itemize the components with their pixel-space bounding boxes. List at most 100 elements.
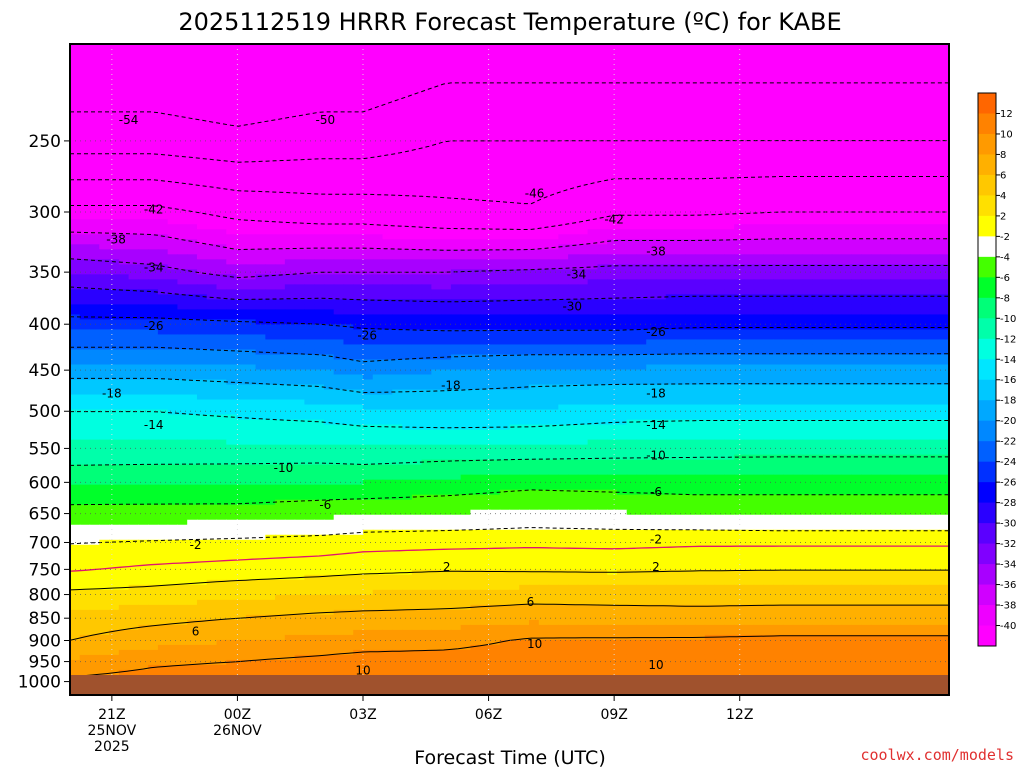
temperature-cell: [890, 49, 901, 55]
temperature-cell: [382, 134, 393, 140]
temperature-cell: [284, 49, 296, 55]
temperature-cell: [460, 99, 472, 105]
temperature-cell: [450, 254, 462, 260]
temperature-cell: [118, 269, 130, 275]
temperature-cell: [870, 269, 882, 275]
temperature-cell: [929, 184, 940, 190]
temperature-cell: [939, 79, 949, 85]
temperature-cell: [900, 174, 911, 180]
temperature-cell: [792, 114, 804, 120]
temperature-cell: [695, 109, 706, 115]
temperature-cell: [323, 224, 335, 230]
temperature-cell: [99, 294, 110, 300]
temperature-cell: [177, 149, 188, 155]
temperature-cell: [196, 254, 208, 260]
temperature-cell: [665, 314, 677, 321]
temperature-cell: [577, 224, 589, 230]
temperature-cell: [79, 89, 91, 95]
temperature-cell: [851, 289, 862, 295]
temperature-cell: [128, 59, 139, 65]
temperature-cell: [519, 174, 530, 180]
temperature-cell: [333, 209, 345, 215]
temperature-cell: [411, 264, 423, 270]
temperature-cell: [499, 74, 511, 80]
temperature-cell: [382, 309, 393, 316]
temperature-cell: [314, 224, 325, 230]
temperature-cell: [870, 139, 882, 145]
temperature-cell: [909, 89, 921, 95]
temperature-cell: [421, 59, 432, 65]
temperature-cell: [558, 289, 569, 295]
temperature-cell: [275, 64, 286, 70]
temperature-cell: [480, 254, 491, 260]
temperature-cell: [851, 209, 862, 215]
temperature-cell: [187, 299, 198, 305]
temperature-cell: [196, 104, 208, 110]
temperature-cell: [392, 109, 403, 115]
temperature-cell: [763, 194, 774, 200]
temperature-cell: [372, 184, 384, 190]
temperature-cell: [89, 299, 100, 305]
temperature-cell: [568, 184, 579, 190]
temperature-cell: [822, 134, 833, 140]
temperature-cell: [929, 219, 940, 225]
temperature-cell: [255, 284, 266, 290]
temperature-cell: [245, 204, 257, 210]
temperature-cell: [236, 89, 247, 95]
temperature-cell: [509, 204, 520, 210]
temperature-cell: [79, 254, 91, 260]
temperature-cell: [714, 114, 725, 120]
temperature-cell: [314, 129, 325, 135]
temperature-cell: [851, 59, 862, 65]
temperature-cell: [372, 84, 384, 90]
temperature-cell: [109, 99, 120, 105]
temperature-cell: [831, 269, 843, 275]
temperature-cell: [304, 49, 315, 55]
temperature-cell: [597, 314, 608, 321]
temperature-cell: [196, 284, 208, 290]
temperature-cell: [743, 234, 755, 240]
temperature-cell: [909, 169, 921, 175]
temperature-cell: [392, 304, 403, 311]
temperature-cell: [519, 49, 530, 55]
temperature-cell: [255, 279, 266, 285]
temperature-cell: [753, 259, 765, 265]
temperature-cell: [441, 124, 452, 130]
temperature-cell: [323, 274, 335, 280]
temperature-cell: [480, 179, 491, 185]
temperature-cell: [685, 164, 696, 170]
temperature-cell: [255, 239, 266, 245]
temperature-cell: [460, 69, 472, 75]
temperature-cell: [939, 289, 949, 295]
temperature-cell: [206, 84, 218, 90]
temperature-cell: [529, 214, 540, 220]
temperature-cell: [782, 109, 794, 115]
temperature-cell: [607, 284, 618, 290]
temperature-cell: [763, 54, 774, 60]
temperature-cell: [343, 119, 354, 125]
temperature-cell: [587, 164, 598, 170]
temperature-cell: [226, 54, 237, 60]
temperature-cell: [704, 234, 716, 240]
temperature-cell: [177, 199, 188, 205]
temperature-cell: [675, 49, 686, 55]
temperature-cell: [450, 94, 462, 100]
temperature-cell: [919, 134, 931, 140]
temperature-cell: [675, 174, 686, 180]
temperature-cell: [900, 314, 911, 321]
temperature-cell: [919, 229, 931, 235]
temperature-cell: [255, 264, 266, 270]
temperature-cell: [470, 164, 481, 170]
temperature-cell: [109, 154, 120, 160]
temperature-cell: [841, 189, 852, 195]
temperature-cell: [236, 169, 247, 175]
temperature-cell: [685, 174, 696, 180]
temperature-cell: [157, 74, 169, 80]
temperature-cell: [177, 159, 188, 165]
temperature-cell: [792, 144, 804, 150]
temperature-cell: [402, 124, 413, 130]
temperature-cell: [646, 99, 657, 105]
temperature-cell: [275, 264, 286, 270]
temperature-cell: [919, 89, 931, 95]
temperature-cell: [519, 74, 530, 80]
